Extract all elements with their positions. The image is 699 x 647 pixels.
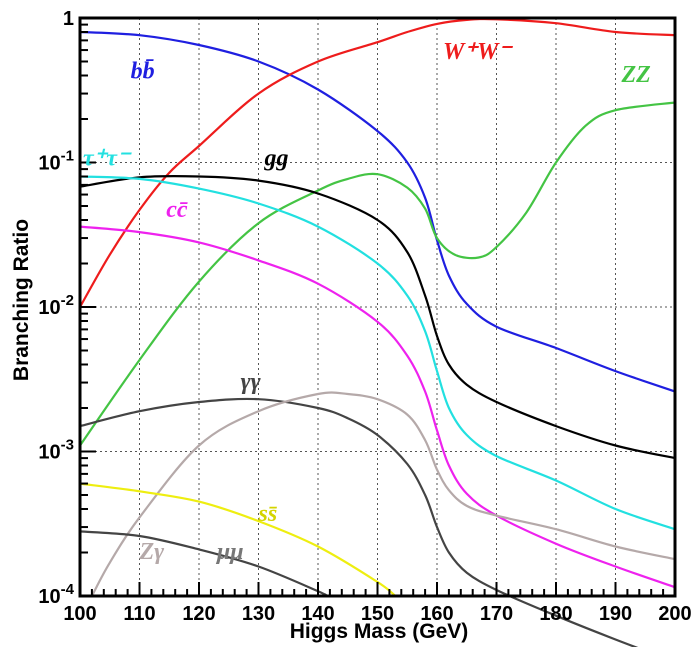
series-line bbox=[79, 174, 676, 460]
x-tick-label: 130 bbox=[242, 603, 275, 625]
series-line bbox=[79, 530, 328, 597]
x-tick-label: 190 bbox=[599, 603, 632, 625]
x-tick-label: 100 bbox=[63, 603, 96, 625]
series-label: ZZ bbox=[620, 62, 651, 88]
series-line bbox=[79, 17, 676, 308]
series-line bbox=[79, 225, 676, 589]
y-tick-label: 1 bbox=[63, 8, 74, 30]
series-label: bb̄ bbox=[131, 59, 155, 85]
y-tick-label: 10-4 bbox=[38, 581, 74, 608]
series-label-layer: bb̄ W⁺W⁻ ZZ τ⁺τ⁻ gg cc̄ γγ ss̄ Zγ μμ bbox=[83, 39, 651, 565]
series-label: γγ bbox=[241, 369, 261, 395]
x-tick-label: 150 bbox=[361, 603, 394, 625]
y-tick-label: 10-1 bbox=[38, 148, 74, 175]
x-tick-label: 110 bbox=[123, 603, 155, 625]
series-line bbox=[79, 101, 676, 447]
series-layer bbox=[79, 17, 676, 647]
tick-layer: 100 110 120 130 140 150 160 170 180 190 200 1 10-1 10… bbox=[38, 8, 691, 625]
series-label: τ⁺τ⁻ bbox=[83, 146, 132, 172]
x-tick-label: 120 bbox=[182, 603, 215, 625]
x-tick-label: 180 bbox=[539, 603, 572, 625]
series-label: W⁺W⁻ bbox=[443, 39, 513, 65]
series-line bbox=[79, 397, 639, 647]
x-tick-label: 140 bbox=[301, 603, 334, 625]
x-tick-label: 160 bbox=[420, 603, 453, 625]
series-line bbox=[79, 175, 676, 531]
grid-layer bbox=[80, 18, 675, 596]
y-tick-label: 10-3 bbox=[38, 437, 74, 464]
series-label: μμ bbox=[215, 539, 244, 565]
series-label: gg bbox=[263, 146, 288, 172]
series-label: Zγ bbox=[139, 539, 165, 565]
x-axis-title: Higgs Mass (GeV) bbox=[290, 620, 469, 643]
series-line bbox=[90, 391, 676, 597]
y-tick-label: 10-2 bbox=[38, 292, 74, 319]
x-tick-label: 200 bbox=[658, 603, 691, 625]
series-line bbox=[79, 482, 397, 597]
series-line bbox=[79, 30, 676, 393]
series-label: cc̄ bbox=[166, 197, 188, 223]
y-axis-title: Branching Ratio bbox=[10, 219, 33, 381]
x-tick-label: 170 bbox=[480, 603, 513, 625]
series-label: ss̄ bbox=[258, 501, 278, 527]
